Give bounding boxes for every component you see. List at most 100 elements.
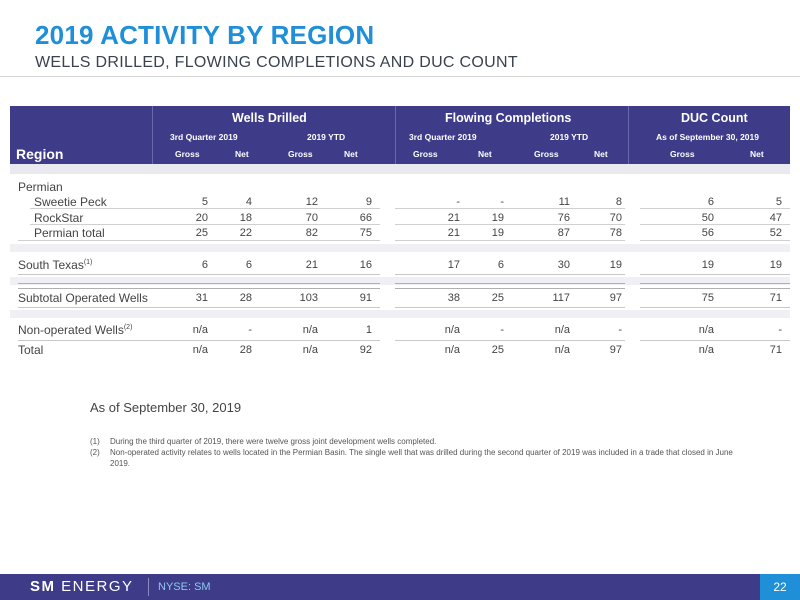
table-cell: 76 bbox=[557, 212, 570, 224]
title-divider bbox=[0, 76, 800, 77]
subgroup-fc-q3: 3rd Quarter 2019 bbox=[409, 132, 477, 142]
table-cell: 21 bbox=[447, 227, 460, 239]
table-cell: 28 bbox=[239, 292, 252, 304]
table-cell: 4 bbox=[245, 196, 252, 208]
row-label-text: Total bbox=[18, 343, 44, 357]
table-cell: 28 bbox=[239, 344, 252, 356]
row-rule bbox=[395, 283, 625, 284]
row-rule bbox=[395, 274, 625, 275]
footnote-ref: (1) bbox=[83, 259, 93, 266]
header-divider bbox=[395, 106, 396, 164]
row-label-text: Subtotal Operated Wells bbox=[18, 291, 148, 305]
row-rule bbox=[18, 283, 380, 284]
table-cell: 17 bbox=[447, 259, 460, 271]
row-separator bbox=[10, 310, 790, 318]
row-label: Total bbox=[18, 343, 43, 357]
col-header: Gross bbox=[288, 149, 313, 159]
header-band bbox=[10, 164, 790, 174]
col-header: Net bbox=[478, 149, 492, 159]
table-cell: 19 bbox=[609, 259, 622, 271]
table-cell: 50 bbox=[701, 212, 714, 224]
table-cell: 6 bbox=[201, 259, 208, 271]
table-cell: 70 bbox=[305, 212, 318, 224]
table-cell: n/a bbox=[698, 344, 714, 356]
row-separator bbox=[10, 244, 790, 252]
row-rule bbox=[640, 274, 790, 275]
row-rule bbox=[395, 340, 625, 341]
row-rule bbox=[395, 307, 625, 308]
table-cell: n/a bbox=[444, 344, 460, 356]
footnote-mark: (2) bbox=[90, 448, 100, 457]
header-divider bbox=[152, 106, 153, 164]
col-header: Net bbox=[594, 149, 608, 159]
table-cell: n/a bbox=[302, 324, 318, 336]
table-cell: 21 bbox=[305, 259, 318, 271]
table-cell: 5 bbox=[775, 196, 782, 208]
table-cell: 56 bbox=[701, 227, 714, 239]
table-cell: 19 bbox=[701, 259, 714, 271]
footnote-1: (1) During the third quarter of 2019, th… bbox=[90, 436, 770, 447]
table-cell: 6 bbox=[245, 259, 252, 271]
header-divider bbox=[628, 106, 629, 164]
table-cell: - bbox=[248, 324, 252, 336]
row-rule bbox=[640, 288, 790, 289]
table-cell: 21 bbox=[447, 212, 460, 224]
row-label: Non-operated Wells(2) bbox=[18, 323, 132, 337]
footer-bar: SM ENERGY NYSE: SM 22 bbox=[0, 574, 800, 600]
group-duc-count: DUC Count bbox=[681, 111, 748, 125]
table-cell: 8 bbox=[615, 196, 622, 208]
row-label: Sweetie Peck bbox=[34, 195, 107, 209]
table-cell: 75 bbox=[701, 292, 714, 304]
row-rule bbox=[395, 240, 625, 241]
row-rule bbox=[395, 288, 625, 289]
table-cell: 82 bbox=[305, 227, 318, 239]
table-cell: 6 bbox=[497, 259, 504, 271]
col-header: Gross bbox=[175, 149, 200, 159]
table-cell: n/a bbox=[192, 324, 208, 336]
footnote-mark: (1) bbox=[90, 437, 100, 446]
table-cell: - bbox=[618, 324, 622, 336]
table-cell: 20 bbox=[195, 212, 208, 224]
region-header: Region bbox=[16, 146, 64, 162]
table-cell: 103 bbox=[299, 292, 318, 304]
table-cell: 5 bbox=[201, 196, 208, 208]
table-cell: 71 bbox=[769, 344, 782, 356]
row-rule bbox=[30, 224, 380, 225]
table-cell: 22 bbox=[239, 227, 252, 239]
table-cell: 47 bbox=[769, 212, 782, 224]
row-label: Permian total bbox=[34, 226, 105, 240]
table-cell: 31 bbox=[195, 292, 208, 304]
table-cell: - bbox=[456, 196, 460, 208]
footnote-2: (2) Non-operated activity relates to wel… bbox=[90, 447, 770, 469]
ticker-label: NYSE: SM bbox=[158, 581, 211, 593]
row-rule bbox=[395, 208, 625, 209]
row-rule bbox=[18, 288, 380, 289]
subgroup-wd-q3: 3rd Quarter 2019 bbox=[170, 132, 238, 142]
table-cell: n/a bbox=[302, 344, 318, 356]
page-number: 22 bbox=[760, 574, 800, 600]
page-subtitle: WELLS DRILLED, FLOWING COMPLETIONS AND D… bbox=[35, 54, 518, 71]
table-cell: n/a bbox=[192, 344, 208, 356]
table-cell: n/a bbox=[444, 324, 460, 336]
row-rule bbox=[18, 340, 380, 341]
row-rule bbox=[640, 224, 790, 225]
table-cell: 6 bbox=[707, 196, 714, 208]
row-rule bbox=[18, 307, 380, 308]
row-label-text: Permian total bbox=[34, 226, 105, 240]
row-label: RockStar bbox=[34, 211, 83, 225]
table-cell: 66 bbox=[359, 212, 372, 224]
table-cell: 92 bbox=[359, 344, 372, 356]
row-rule bbox=[640, 340, 790, 341]
table-cell: 25 bbox=[491, 344, 504, 356]
table-cell: 71 bbox=[769, 292, 782, 304]
table-cell: 97 bbox=[609, 292, 622, 304]
row-rule bbox=[640, 307, 790, 308]
row-label-text: South Texas bbox=[18, 258, 84, 272]
group-flowing-completions: Flowing Completions bbox=[445, 111, 572, 125]
table-cell: 25 bbox=[491, 292, 504, 304]
row-rule bbox=[640, 240, 790, 241]
table-cell: n/a bbox=[554, 344, 570, 356]
table-cell: n/a bbox=[698, 324, 714, 336]
row-label-text: RockStar bbox=[34, 211, 84, 225]
table-cell: 11 bbox=[558, 196, 570, 208]
